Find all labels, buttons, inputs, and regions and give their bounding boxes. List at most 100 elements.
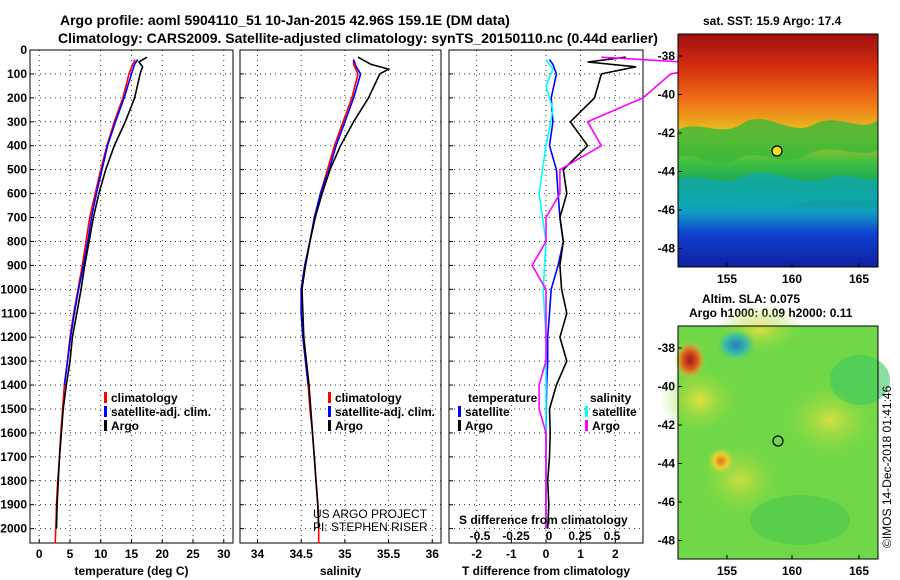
x-tick-label: 15	[125, 547, 139, 561]
series-line-satellite-adj-clim-	[63, 59, 139, 386]
x-tick-label: 34.5	[289, 547, 313, 561]
s-axis-label: S difference from climatology	[459, 513, 628, 527]
series-line-satellite-adj-clim-	[300, 59, 362, 386]
depth-tick-label: 700	[7, 211, 27, 225]
x-tick-label: 10	[94, 547, 108, 561]
depth-tick-label: 0	[20, 43, 27, 57]
depth-tick-label: 300	[7, 115, 27, 129]
depth-tick-label: 400	[7, 139, 27, 153]
map-y-tick-label: -48	[658, 534, 676, 548]
x-tick-label: 0	[36, 547, 43, 561]
sla-map-title-line-1: Altim. SLA: 0.075	[702, 292, 800, 306]
map-x-tick-label: 165	[849, 272, 869, 286]
legend-label: Argo	[465, 419, 493, 433]
legend-label: satellite	[592, 405, 637, 419]
x-tick-label: 25	[186, 547, 200, 561]
x-axis-label: salinity	[320, 564, 362, 578]
sst-map-title: sat. SST: 15.9 Argo: 17.4	[703, 14, 842, 28]
map-x-tick-label: 160	[782, 272, 802, 286]
sla-map	[660, 305, 890, 560]
legend-swatch	[458, 406, 461, 417]
map-y-tick-label: -38	[658, 341, 676, 355]
legend-label: climatology	[111, 391, 178, 405]
x-tick-label: 34	[251, 547, 265, 561]
legend-swatch	[104, 406, 107, 417]
legend-label: Argo	[111, 419, 139, 433]
plot-frame	[239, 49, 442, 544]
map-y-tick-label: -42	[658, 126, 676, 140]
legend-swatch	[104, 420, 107, 431]
map-y-tick-label: -48	[658, 242, 676, 256]
s-tick-label: 0.25	[568, 529, 592, 543]
legend-label: satellite-adj. clim.	[335, 405, 435, 419]
x-tick-label: 5	[67, 547, 74, 561]
map-x-tick-label: 165	[849, 564, 869, 578]
x-tick-label: 0	[543, 547, 550, 561]
plot-frame	[29, 49, 234, 544]
project-annotation: PI: STEPHEN RISER	[313, 520, 428, 534]
s-tick-label: 0	[546, 529, 553, 543]
x-tick-label: -2	[471, 547, 482, 561]
s-tick-label: -0.25	[502, 529, 530, 543]
legend-label: satellite	[465, 405, 510, 419]
depth-tick-label: 1200	[0, 330, 27, 344]
map-x-tick-label: 160	[782, 564, 802, 578]
map-y-tick-label: -44	[658, 457, 676, 471]
legend-swatch	[328, 406, 331, 417]
legend-label: climatology	[335, 391, 402, 405]
legend-label: Argo	[592, 419, 620, 433]
map-y-tick-label: -44	[658, 165, 676, 179]
depth-tick-label: 1400	[0, 378, 27, 392]
depth-tick-label: 100	[7, 67, 27, 81]
x-tick-label: 2	[612, 547, 619, 561]
series-line-t-argo	[546, 56, 637, 529]
series-line-argo	[301, 56, 391, 529]
depth-tick-label: 600	[7, 187, 27, 201]
sla-argo-marker	[772, 435, 784, 447]
s-tick-label: 0.5	[604, 529, 621, 543]
legend-swatch	[104, 392, 107, 403]
map-x-tick-label: 155	[717, 272, 737, 286]
series-line-argo	[55, 56, 148, 529]
map-y-tick-label: -46	[658, 203, 676, 217]
map-y-tick-label: -42	[658, 418, 676, 432]
depth-tick-label: 1600	[0, 426, 27, 440]
title-line-2: Climatology: CARS2009. Satellite-adjuste…	[58, 30, 658, 46]
depth-tick-label: 1500	[0, 402, 27, 416]
depth-tick-label: 1100	[1, 306, 27, 320]
depth-tick-label: 1000	[0, 282, 27, 296]
x-tick-label: -1	[506, 547, 517, 561]
s-tick-label: -0.5	[470, 529, 491, 543]
map-y-tick-label: -46	[658, 495, 676, 509]
x-tick-label: 20	[156, 547, 170, 561]
map-y-tick-label: -38	[658, 49, 676, 63]
x-tick-label: 35.5	[377, 547, 401, 561]
sst-map	[677, 33, 879, 268]
legend-swatch	[585, 420, 588, 431]
depth-tick-label: 200	[7, 91, 27, 105]
x-tick-label: 36	[426, 547, 440, 561]
x-axis-label: temperature (deg C)	[74, 564, 188, 578]
legend-swatch	[585, 406, 588, 417]
x-tick-label: 1	[577, 547, 584, 561]
map-y-tick-label: -40	[658, 88, 676, 102]
x-tick-label: 35	[338, 547, 352, 561]
x-axis-label: T difference from climatology	[462, 564, 630, 578]
difference-panel: -2 -1 0 1 2 T difference from climatology temp…	[448, 49, 727, 578]
depth-tick-label: 1900	[0, 498, 27, 512]
copyright-stamp: ©IMOS 14-Dec-2018 01:41:46	[880, 385, 894, 548]
salinity-panel: 34 34.5 35 35.5 36 salinity climatologysatelli…	[239, 49, 442, 578]
depth-tick-label: 900	[7, 258, 27, 272]
legend-temperature-header: temperature	[468, 391, 538, 405]
sst-map-axes: -38 -40 -42 -44 -46 -48 155 160 165	[658, 49, 870, 286]
depth-tick-label: 500	[7, 163, 27, 177]
series-line-s-argo	[531, 56, 727, 529]
legend-label: satellite-adj. clim.	[111, 405, 211, 419]
map-y-tick-label: -40	[658, 380, 676, 394]
legend-label: Argo	[335, 419, 363, 433]
depth-tick-label: 1300	[0, 354, 27, 368]
sst-argo-marker	[771, 145, 783, 157]
depth-tick-label: 1700	[0, 450, 27, 464]
legend-salinity-header: salinity	[590, 391, 632, 405]
